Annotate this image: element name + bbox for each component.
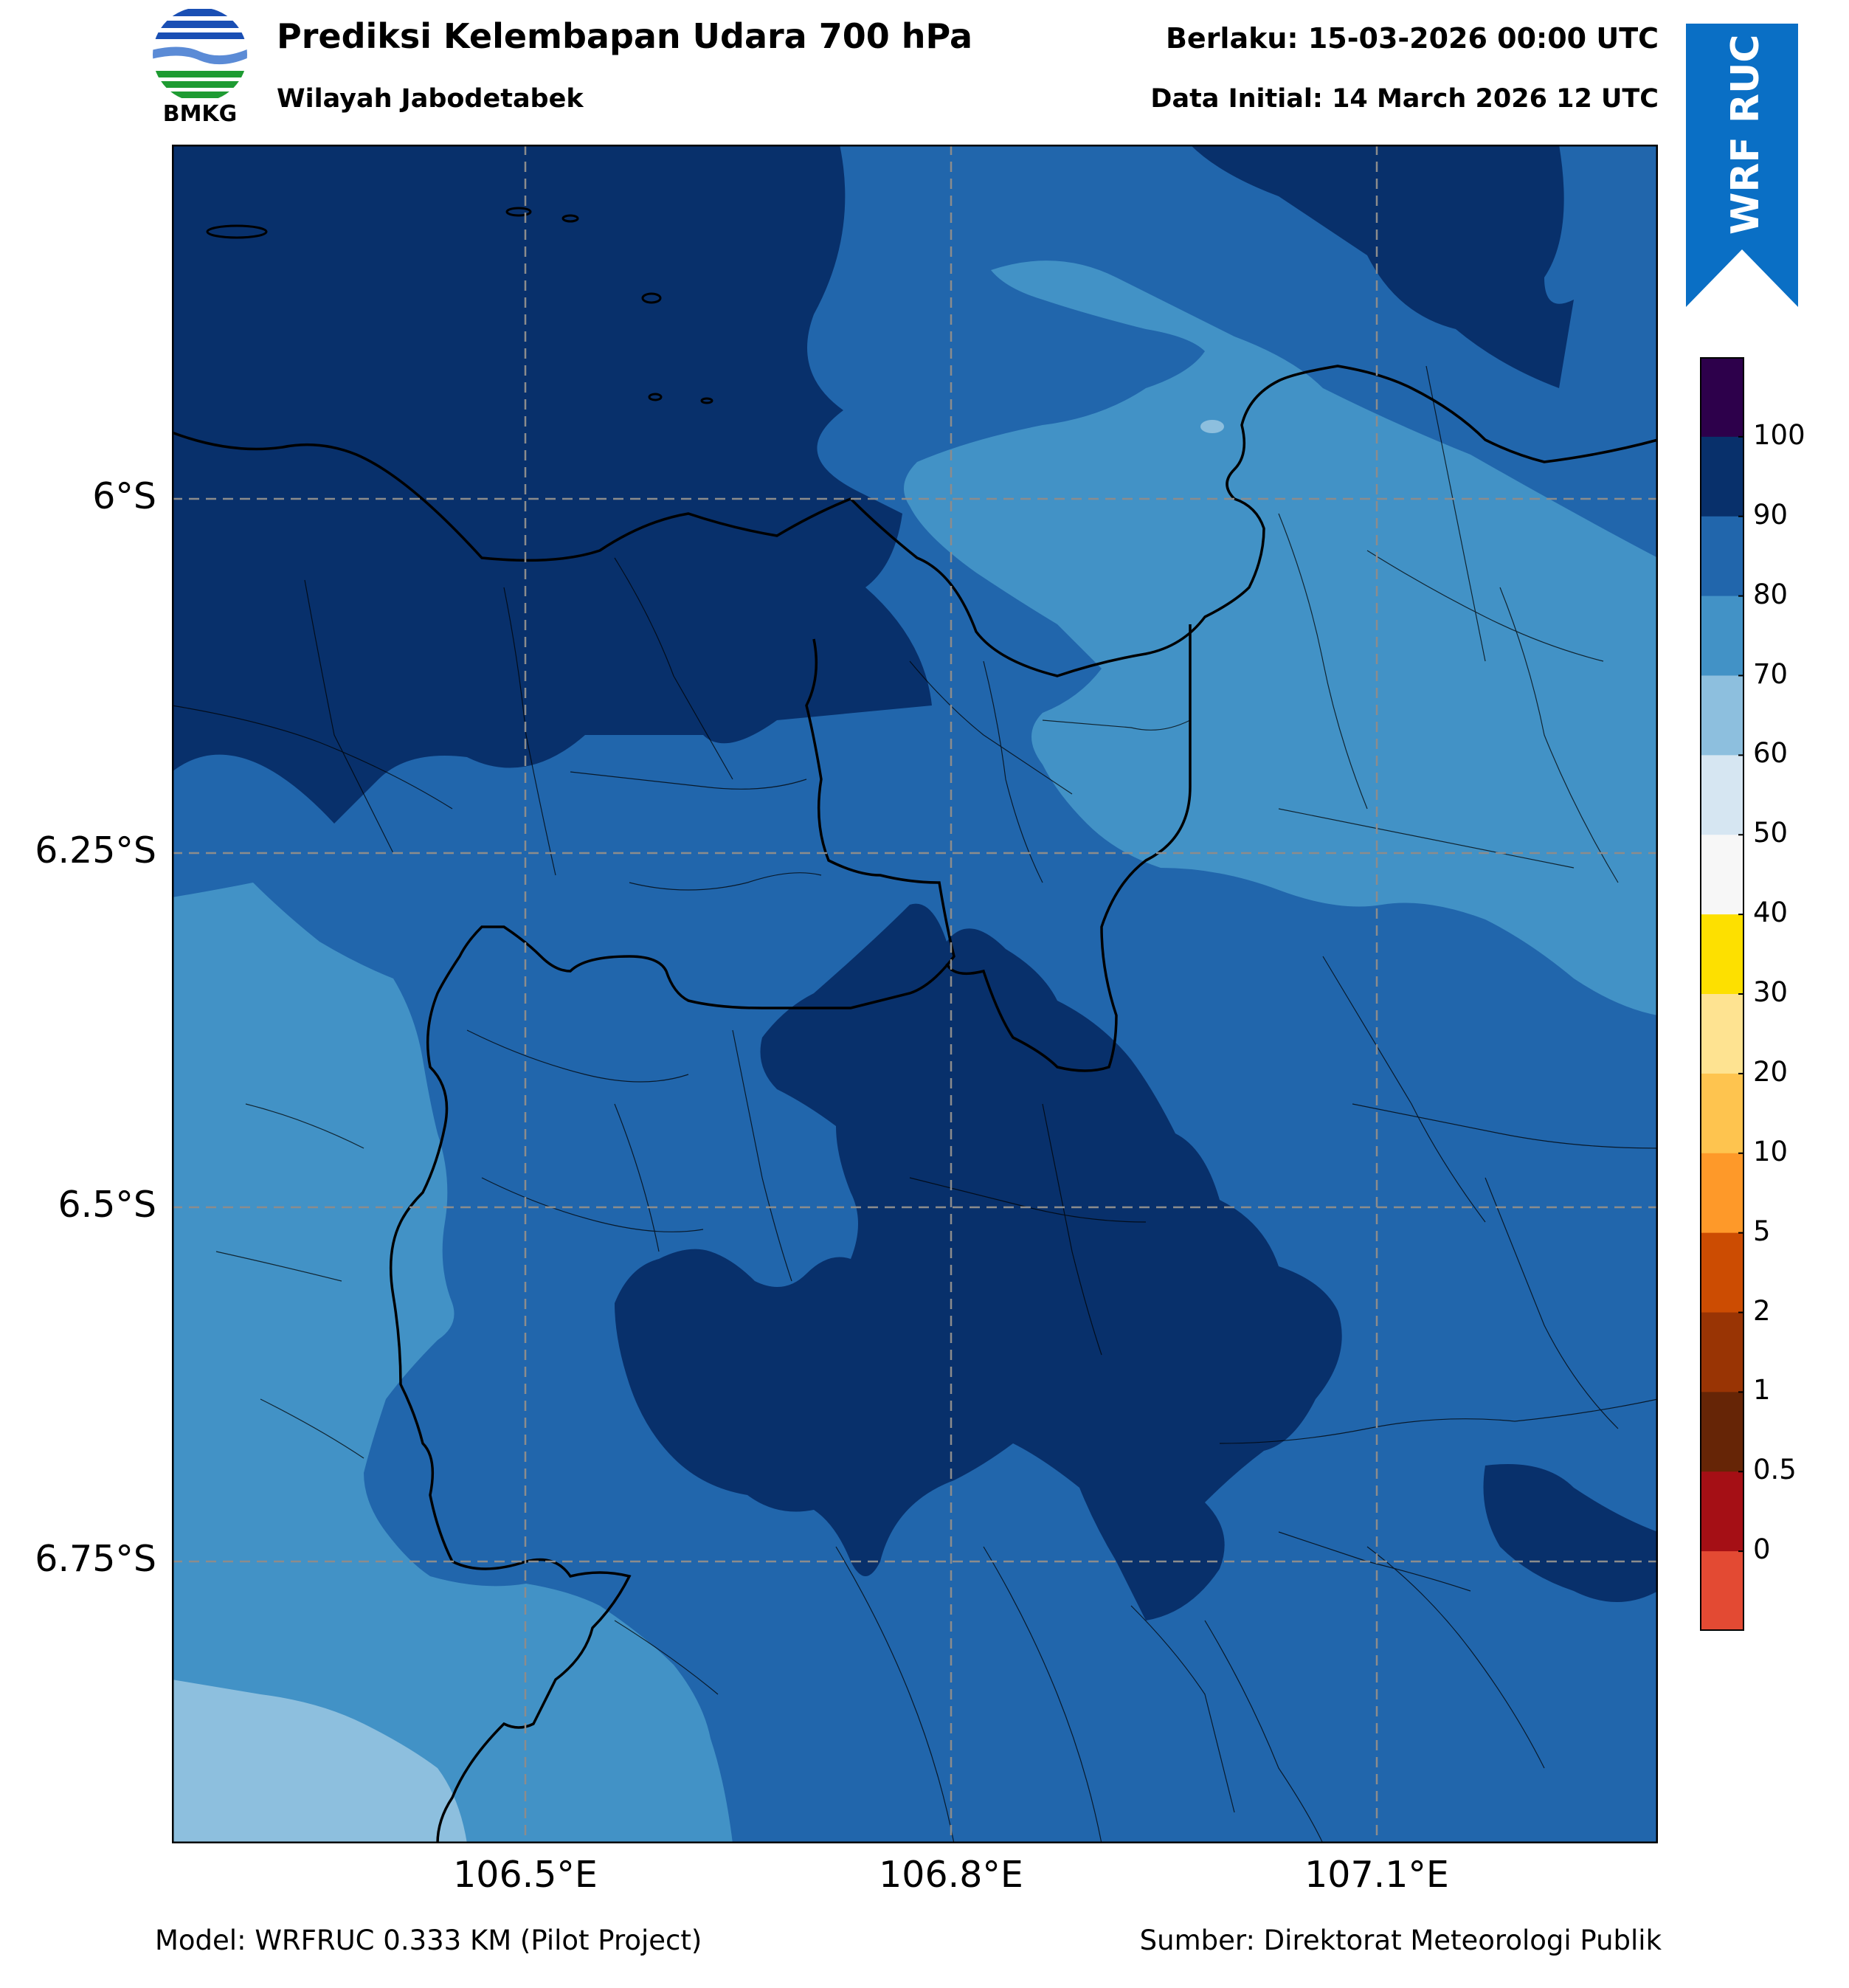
lon-label-106-5e: 106.5°E <box>453 1854 598 1896</box>
colorbar-band <box>1700 357 1744 438</box>
field-90-100-southeast <box>1483 1464 1658 1602</box>
colorbar-band <box>1700 1232 1744 1313</box>
field-70-80-northeast <box>904 260 1658 1016</box>
data-source: Sumber: Direktorat Meteorologi Publik <box>1139 1925 1662 1956</box>
badge-text: WRF RUC <box>1724 35 1768 235</box>
colorbar-band <box>1700 1153 1744 1234</box>
colorbar-label: 50 <box>1753 817 1788 849</box>
colorbar-band <box>1700 516 1744 597</box>
lon-label-107-1e: 107.1°E <box>1304 1854 1449 1896</box>
lat-label-6-5s: 6.5°S <box>58 1184 156 1226</box>
wrf-ruc-badge: WRF RUC <box>1686 24 1798 307</box>
colorbar-band <box>1700 436 1744 517</box>
colorbar-label: 40 <box>1753 897 1788 929</box>
field-90-100-central <box>615 903 1342 1621</box>
colorbar-label: 20 <box>1753 1055 1788 1088</box>
bmkg-logo: BMKG <box>153 7 247 125</box>
colorbar-band <box>1700 1471 1744 1552</box>
colorbar-label: 90 <box>1753 498 1788 531</box>
field-90-100-north <box>172 145 932 824</box>
lat-label-6-75s: 6.75°S <box>35 1538 156 1580</box>
humidity-map <box>172 145 1658 1843</box>
field-60-70-southwest <box>172 1680 467 1843</box>
colorbar-label: 70 <box>1753 658 1788 690</box>
colorbar-band <box>1700 1312 1744 1392</box>
colorbar-band <box>1700 755 1744 835</box>
lon-label-106-8e: 106.8°E <box>879 1854 1023 1896</box>
field-70-80-west <box>172 883 733 1843</box>
lat-label-6-25s: 6.25°S <box>35 829 156 872</box>
colorbar-label: 0.5 <box>1753 1454 1797 1486</box>
colorbar-band <box>1700 596 1744 676</box>
colorbar-label: 10 <box>1753 1135 1788 1167</box>
lat-label-6s: 6°S <box>92 475 156 517</box>
colorbar-label: 80 <box>1753 578 1788 610</box>
model-info: Model: WRFRUC 0.333 KM (Pilot Project) <box>155 1925 702 1956</box>
colorbar-band <box>1700 914 1744 995</box>
initial-time: Data Initial: 14 March 2026 12 UTC <box>1150 84 1659 114</box>
colorbar-label: 0 <box>1753 1533 1771 1566</box>
colorbar-band <box>1700 835 1744 915</box>
colorbar-band <box>1700 994 1744 1074</box>
colorbar-label: 1 <box>1753 1374 1771 1407</box>
colorbar-band <box>1700 1392 1744 1472</box>
map-title: Prediksi Kelembapan Udara 700 hPa <box>277 16 973 56</box>
colorbar-label: 100 <box>1753 418 1805 451</box>
colorbar-label: 2 <box>1753 1294 1771 1327</box>
islands <box>206 207 713 404</box>
valid-time: Berlaku: 15-03-2026 00:00 UTC <box>1165 22 1659 55</box>
colorbar <box>1700 357 1744 1631</box>
field-60-70-patch <box>1200 420 1224 433</box>
map-frame <box>172 145 1658 1843</box>
field-90-100-northeast <box>1190 145 1574 388</box>
graticule <box>172 145 1658 1843</box>
colorbar-band <box>1700 675 1744 756</box>
colorbar-label: 30 <box>1753 976 1788 1008</box>
colorbar-label: 60 <box>1753 737 1788 770</box>
colorbar-band <box>1700 1073 1744 1154</box>
logo-text: BMKG <box>163 101 238 125</box>
colorbar-label: 5 <box>1753 1215 1771 1247</box>
colorbar-band <box>1700 1551 1744 1631</box>
map-subtitle: Wilayah Jabodetabek <box>277 84 584 114</box>
